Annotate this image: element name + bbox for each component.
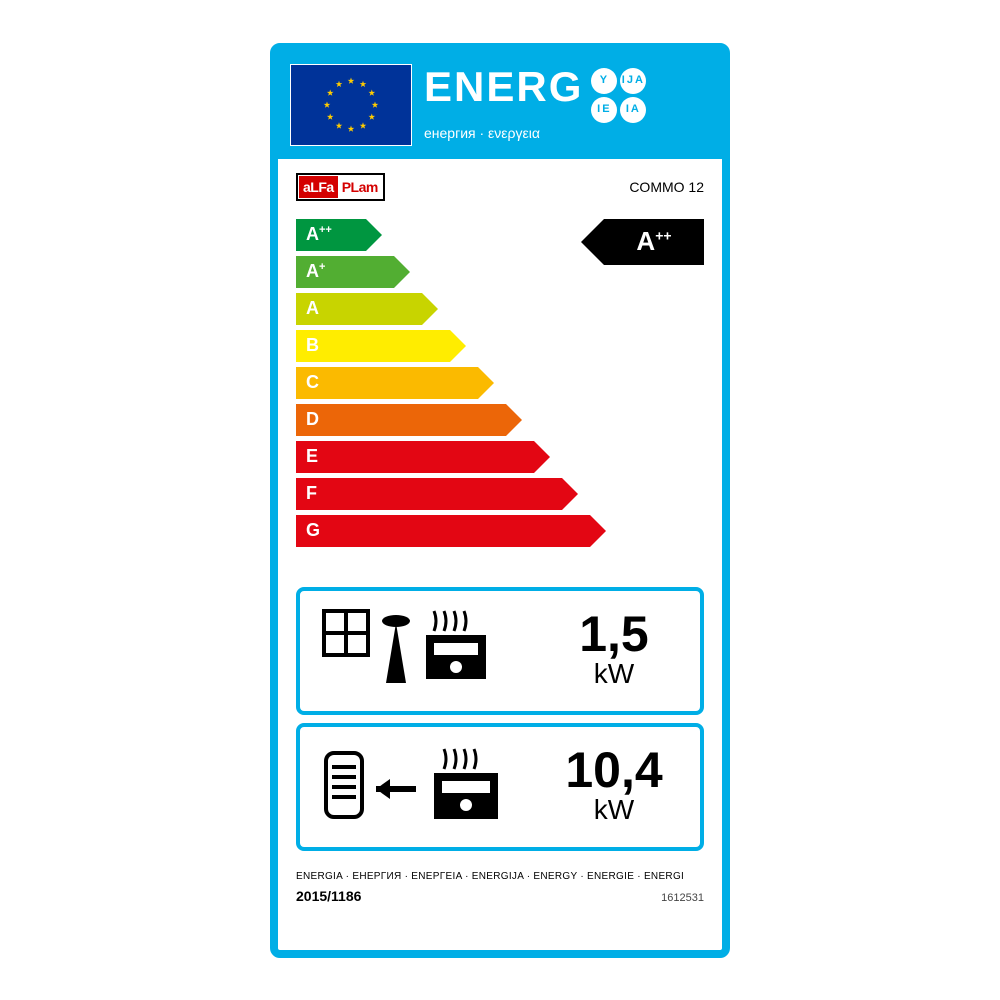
rating-arrow-label: G — [306, 520, 320, 541]
rating-arrow: A++ — [296, 219, 366, 251]
model-name: COMMO 12 — [629, 179, 704, 195]
rating-arrow-label: B — [306, 335, 319, 356]
spec1-value: 1,5 kW — [544, 611, 684, 691]
product-rating-text: A++ — [636, 226, 671, 257]
rating-arrow-label: A+ — [306, 261, 325, 282]
spec-water-heating: 10,4 kW — [296, 723, 704, 851]
regulation-number: 2015/1186 — [296, 888, 361, 904]
brand-right: PLam — [338, 176, 382, 198]
rating-arrow-label: E — [306, 446, 318, 467]
rating-arrow: F — [296, 478, 562, 510]
rating-arrow: D — [296, 404, 506, 436]
spec1-number: 1,5 — [544, 611, 684, 659]
rating-arrow: E — [296, 441, 534, 473]
energ-block: ENERG Y IJA IE IA енергия · ενεργεια — [424, 68, 710, 141]
spec1-unit: kW — [544, 658, 684, 690]
room-heating-icon — [316, 603, 526, 698]
energy-label: ENERG Y IJA IE IA енергия · ενεργεια aLF… — [270, 43, 730, 958]
product-rating-badge: A++ — [604, 219, 704, 265]
rating-arrow: A+ — [296, 256, 394, 288]
rating-scale: A++ A++ A+ ABCDEFG — [278, 207, 722, 579]
rating-arrow: B — [296, 330, 450, 362]
brand-left: aLFa — [299, 176, 338, 198]
brand-row: aLFa PLam COMMO 12 — [278, 159, 722, 207]
header: ENERG Y IJA IE IA енергия · ενεργεια — [278, 51, 722, 159]
rating-arrow-row: D — [296, 404, 704, 436]
rating-arrow: A — [296, 293, 422, 325]
eu-flag-icon — [290, 64, 412, 146]
spec2-number: 10,4 — [544, 747, 684, 795]
lang-circles: Y IJA IE IA — [591, 68, 646, 123]
spec-room-heating: 1,5 kW — [296, 587, 704, 715]
rating-arrow: C — [296, 367, 478, 399]
water-heating-icon — [316, 739, 526, 834]
footer-bottom: 2015/1186 1612531 — [278, 884, 722, 904]
rating-arrow-label: A — [306, 298, 319, 319]
rating-arrow-label: C — [306, 372, 319, 393]
spec2-value: 10,4 kW — [544, 747, 684, 827]
rating-arrow-label: D — [306, 409, 319, 430]
footer-languages: ENERGIA · ЕНЕРГИЯ · ΕΝΕΡΓΕΙΑ · ENERGIJA … — [278, 859, 722, 884]
rating-arrow-row: A — [296, 293, 704, 325]
rating-arrow-label: F — [306, 483, 317, 504]
rating-arrow-row: G — [296, 515, 704, 547]
lang-circle: Y — [591, 68, 617, 94]
brand-logo: aLFa PLam — [296, 173, 385, 201]
lang-circle: IA — [620, 97, 646, 123]
serial-number: 1612531 — [661, 892, 704, 904]
rating-arrow-row: E — [296, 441, 704, 473]
rating-arrow-row: C — [296, 367, 704, 399]
rating-arrow-row: B — [296, 330, 704, 362]
energ-title: ENERG — [424, 68, 583, 106]
lang-circle: IE — [591, 97, 617, 123]
spec2-unit: kW — [544, 794, 684, 826]
energ-subtitle: енергия · ενεργεια — [424, 125, 710, 141]
rating-arrow-label: A++ — [306, 224, 332, 245]
rating-arrow-row: F — [296, 478, 704, 510]
lang-circle: IJA — [620, 68, 646, 94]
rating-arrow: G — [296, 515, 590, 547]
